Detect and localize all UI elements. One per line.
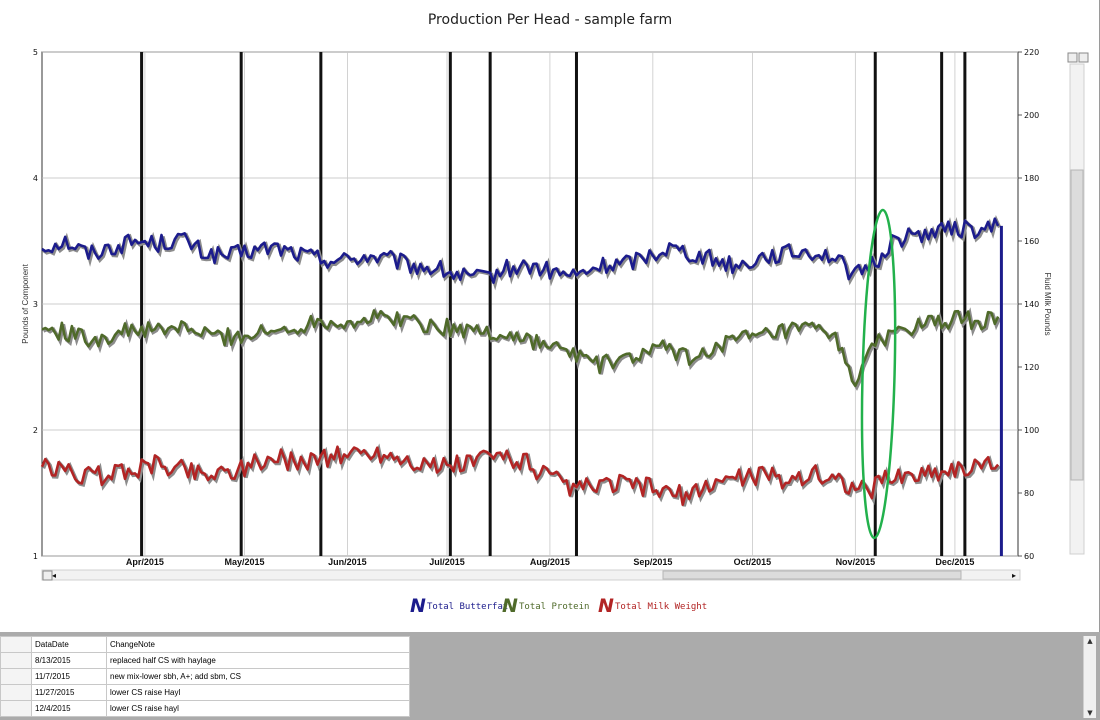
zoom-reset-button [42, 570, 53, 581]
y-right-tick-label: 160 [1024, 237, 1039, 246]
row-selector[interactable] [0, 700, 32, 717]
legend-swatch-icon: N [410, 595, 426, 617]
x-tick-label: Apr/2015 [126, 557, 164, 567]
row-selector[interactable] [0, 684, 32, 701]
table-cell-date[interactable]: 8/13/2015 [31, 652, 107, 669]
table-cell-date[interactable]: 12/4/2015 [31, 700, 107, 717]
horizontal-scroll-thumb [662, 570, 962, 580]
series-line [40, 445, 1000, 506]
y-left-axis-label: Pounds of Component [21, 263, 30, 343]
column-header-datadate[interactable]: DataDate [31, 636, 107, 653]
table-row[interactable]: 11/27/2015 lower CS raise Hayl [0, 684, 410, 701]
table-cell-note[interactable]: replaced half CS with haylage [106, 652, 410, 669]
x-tick-label: Jul/2015 [429, 557, 465, 567]
y-right-tick-label: 120 [1024, 363, 1039, 372]
x-tick-label: Nov/2015 [836, 557, 876, 567]
legend-label: Total Butterfat [427, 602, 508, 612]
column-header-changenote[interactable]: ChangeNote [106, 636, 410, 653]
series-line [41, 309, 1000, 388]
x-tick-label: Dec/2015 [935, 557, 974, 567]
legend-swatch-icon: N [502, 595, 518, 617]
table-row[interactable]: 11/7/2015 new mix-lower sbh, A+; add sbm… [0, 668, 410, 685]
scroll-down-arrow-icon[interactable]: ▼ [1087, 709, 1093, 717]
zoom-reset-button [1078, 52, 1089, 63]
series-line-shadow [42, 307, 1002, 391]
row-selector[interactable] [0, 652, 32, 669]
y-right-tick-label: 60 [1024, 552, 1034, 561]
x-tick-label: Jun/2015 [328, 557, 367, 567]
y-right-tick-label: 220 [1024, 48, 1039, 57]
row-selector[interactable] [0, 668, 32, 685]
table-cell-note[interactable]: new mix-lower sbh, A+; add sbm, CS [106, 668, 410, 685]
y-left-tick-label: 3 [33, 300, 38, 309]
x-tick-label: Oct/2015 [734, 557, 772, 567]
annotation-ellipse [860, 208, 897, 540]
table-cell-note[interactable]: lower CS raise Hayl [106, 684, 410, 701]
chart-panel: Production Per Head - sample farm 1 2 3 4 5 6… [21, 0, 1100, 632]
y-right-tick-label: 80 [1024, 489, 1034, 498]
table-cell-date[interactable]: 11/27/2015 [31, 684, 107, 701]
x-tick-label: Sep/2015 [633, 557, 672, 567]
legend-swatch-icon: N [598, 595, 614, 617]
chart-title: Production Per Head - sample farm [427, 12, 673, 28]
change-note-panel: DataDate ChangeNote 8/13/2015 replaced h… [0, 632, 1100, 720]
series-line [41, 217, 1000, 284]
table-cell-note[interactable]: lower CS raise hayl [106, 700, 410, 717]
y-right-tick-label: 100 [1024, 426, 1039, 435]
legend-label: Total Milk Weight [615, 602, 707, 612]
vertical-scroll-thumb [1070, 169, 1084, 481]
y-left-tick-label: 5 [33, 48, 38, 57]
grid-vertical-scrollbar[interactable]: ▲ ▼ [1083, 636, 1096, 718]
y-right-axis-label: Fluid Milk Pounds [1043, 272, 1052, 335]
row-header-corner [0, 636, 32, 653]
y-left-tick-label: 2 [33, 426, 38, 435]
table-row[interactable]: 8/13/2015 replaced half CS with haylage [0, 652, 410, 669]
scroll-left-arrow-icon: ◂ [52, 571, 56, 580]
change-note-table: DataDate ChangeNote 8/13/2015 replaced h… [0, 636, 410, 717]
y-right-tick-label: 200 [1024, 111, 1039, 120]
x-tick-label: May/2015 [224, 557, 264, 567]
chart-svg: 1 2 3 4 5 60 80 100 120 140 160 180 200 220 Apr/2015 Ma… [21, 48, 1089, 617]
x-tick-label: Aug/2015 [530, 557, 570, 567]
legend-label: Total Protein [519, 602, 589, 612]
table-cell-date[interactable]: 11/7/2015 [31, 668, 107, 685]
horizontal-scrollbar [41, 569, 1021, 581]
y-left-tick-label: 1 [33, 552, 38, 561]
y-right-tick-label: 140 [1024, 300, 1039, 309]
zoom-reset-button [1067, 52, 1078, 63]
table-row[interactable]: 12/4/2015 lower CS raise hayl [0, 700, 410, 717]
y-left-tick-label: 4 [33, 174, 38, 183]
scroll-right-arrow-icon: ▸ [1012, 571, 1016, 580]
table-header-row: DataDate ChangeNote [0, 636, 410, 653]
y-right-tick-label: 180 [1024, 174, 1039, 183]
scroll-up-arrow-icon[interactable]: ▲ [1087, 637, 1093, 645]
